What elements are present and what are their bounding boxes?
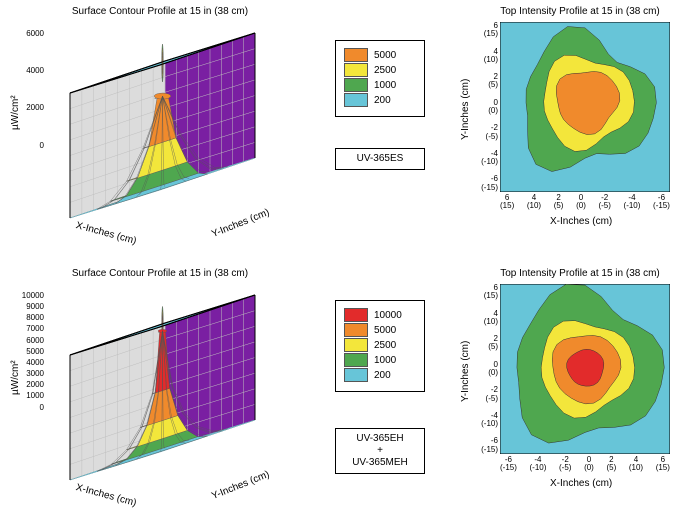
legend-swatch <box>344 63 368 77</box>
x-axis-label-3d-a: X-Inches (cm) <box>75 220 138 247</box>
x-axis-label-2d-b: X-Inches (cm) <box>550 478 612 489</box>
surface-plot-a <box>30 20 290 220</box>
z-tick: 0 <box>18 142 44 150</box>
x-tick: 0(0) <box>576 194 586 214</box>
legend-swatch <box>344 338 368 352</box>
legend-label: 2500 <box>374 65 396 76</box>
legend-a: 5000 2500 1000 200 <box>335 40 425 117</box>
z-tick: 1000 <box>14 392 44 400</box>
legend-row: 1000 <box>344 78 416 92</box>
x-axis-label-2d-a: X-Inches (cm) <box>550 216 612 227</box>
z-tick: 4000 <box>18 67 44 75</box>
legend-row: 5000 <box>344 323 416 337</box>
z-tick: 2000 <box>14 381 44 389</box>
legend-row: 2500 <box>344 338 416 352</box>
y-tick: 6(15) <box>462 284 498 301</box>
x-axis-label-3d-b: X-Inches (cm) <box>75 482 138 509</box>
contour-plot-a <box>500 22 670 192</box>
legend-swatch <box>344 78 368 92</box>
x-tick: 2(5) <box>606 456 616 476</box>
y-tick: 6(15) <box>462 22 498 39</box>
legend-label: 2500 <box>374 340 396 351</box>
z-tick: 0 <box>14 404 44 412</box>
z-tick: 6000 <box>14 337 44 345</box>
legend-caption-b: UV-365EH + UV-365MEH <box>335 428 425 474</box>
legend-swatch <box>344 323 368 337</box>
legend-swatch <box>344 368 368 382</box>
legend-swatch <box>344 48 368 62</box>
x-tick: 0(0) <box>584 456 594 476</box>
y-tick: 4(10) <box>462 48 498 65</box>
x-tick: 4(10) <box>629 456 643 476</box>
x-tick: 6(15) <box>500 194 514 214</box>
z-tick: 10000 <box>14 292 44 300</box>
legend-row: 5000 <box>344 48 416 62</box>
legend-label: 5000 <box>374 50 396 61</box>
legend-row: 2500 <box>344 63 416 77</box>
z-tick: 4000 <box>14 359 44 367</box>
z-tick: 7000 <box>14 325 44 333</box>
legend-label: 5000 <box>374 325 396 336</box>
x-tick: -6(-15) <box>500 456 517 476</box>
legend-swatch <box>344 93 368 107</box>
legend-label: 1000 <box>374 355 396 366</box>
legend-swatch <box>344 308 368 322</box>
legend-row: 200 <box>344 368 416 382</box>
legend-label: 200 <box>374 370 391 381</box>
x-tick: 6(15) <box>656 456 670 476</box>
y-tick: -4(-10) <box>462 150 498 167</box>
legend-label: 1000 <box>374 80 396 91</box>
legend-label: 200 <box>374 95 391 106</box>
contour-title-b: Top Intensity Profile at 15 in (38 cm) <box>480 268 680 279</box>
z-tick: 9000 <box>14 303 44 311</box>
x-tick: -2(-5) <box>598 194 610 214</box>
x-tick: -4(-10) <box>530 456 547 476</box>
surface-title-a: Surface Contour Profile at 15 in (38 cm) <box>40 6 280 17</box>
y-axis-label-2d-a: Y-Inches (cm) <box>460 79 471 140</box>
x-tick: -6(-15) <box>653 194 670 214</box>
legend-row: 200 <box>344 93 416 107</box>
y-tick: 4(10) <box>462 310 498 327</box>
legend-swatch <box>344 353 368 367</box>
legend-caption-a: UV-365ES <box>335 148 425 170</box>
y-tick: -6(-15) <box>462 175 498 192</box>
legend-b: 10000 5000 2500 1000 200 <box>335 300 425 392</box>
z-tick: 5000 <box>14 348 44 356</box>
x-tick: 4(10) <box>527 194 541 214</box>
z-ticks-b: 1000090008000700060005000400030002000100… <box>14 292 44 412</box>
x-ticks-2d-b: -6(-15) -4(-10) -2(-5) 0(0) 2(5) 4(10) 6(15) <box>500 456 670 476</box>
z-tick: 2000 <box>18 104 44 112</box>
legend-row: 10000 <box>344 308 416 322</box>
legend-row: 1000 <box>344 353 416 367</box>
contour-plot-b <box>500 284 670 454</box>
legend-label: 10000 <box>374 310 402 321</box>
x-tick: -2(-5) <box>559 456 571 476</box>
x-tick: -4(-10) <box>624 194 641 214</box>
x-tick: 2(5) <box>554 194 564 214</box>
y-tick: -6(-15) <box>462 437 498 454</box>
z-tick: 8000 <box>14 314 44 322</box>
x-ticks-2d-a: 6(15) 4(10) 2(5) 0(0) -2(-5) -4(-10) -6(-15) <box>500 194 670 214</box>
y-tick: -4(-10) <box>462 412 498 429</box>
z-ticks-a: 6000 4000 2000 0 <box>18 30 44 150</box>
z-tick: 3000 <box>14 370 44 378</box>
y-axis-label-2d-b: Y-Inches (cm) <box>460 341 471 402</box>
z-tick: 6000 <box>18 30 44 38</box>
surface-title-b: Surface Contour Profile at 15 in (38 cm) <box>40 268 280 279</box>
surface-plot-b <box>30 282 290 482</box>
contour-title-a: Top Intensity Profile at 15 in (38 cm) <box>480 6 680 17</box>
